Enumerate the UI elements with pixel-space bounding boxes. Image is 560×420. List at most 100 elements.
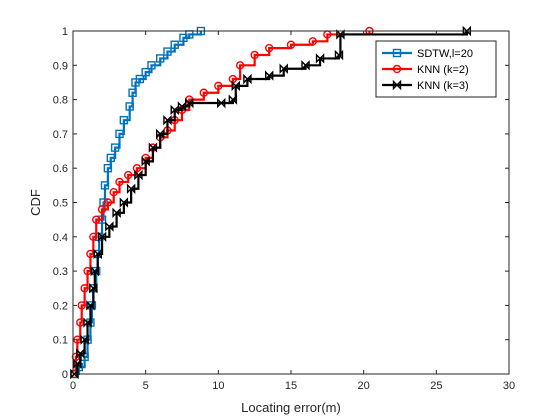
- data-point: [135, 74, 145, 84]
- data-point: [109, 188, 118, 197]
- y-tick-label: 0.5: [53, 198, 68, 210]
- data-point: [185, 97, 194, 109]
- data-point: [334, 49, 344, 61]
- data-point: [462, 25, 472, 37]
- data-point: [86, 300, 95, 311]
- data-point: [103, 163, 113, 173]
- series-3: [70, 25, 472, 380]
- x-tick-label: 30: [503, 380, 515, 392]
- x-axis-label: Locating error(m): [241, 400, 341, 415]
- data-point: [315, 53, 325, 64]
- data-point: [73, 358, 82, 369]
- data-point: [92, 215, 101, 224]
- y-tick-label: 0.7: [53, 129, 68, 141]
- series-layer: [70, 25, 472, 380]
- data-point: [92, 266, 101, 276]
- y-tick-label: 0: [62, 369, 68, 381]
- x-tick-label: 20: [358, 380, 370, 392]
- ticks-layer: 0 5 10 15 20 25 30 0 0.1 0.2 0.3 0.4 0.5 0.6 0.7 0.8 0.9…: [53, 26, 515, 392]
- data-point: [119, 197, 129, 208]
- legend-entries: SDTW,l=20 KNN (k=2) KNN (k=3): [382, 48, 473, 92]
- data-point: [265, 43, 274, 53]
- data-point: [231, 80, 240, 92]
- data-point: [119, 115, 129, 125]
- data-point: [124, 170, 133, 180]
- legend-entry: KNN (k=2): [382, 64, 469, 76]
- legend-label: KNN (k=3): [417, 80, 469, 92]
- data-point: [115, 129, 124, 139]
- x-tick-label: 5: [143, 380, 149, 392]
- data-point: [77, 301, 86, 310]
- data-point: [155, 54, 165, 63]
- data-point: [80, 284, 89, 293]
- data-point: [132, 163, 142, 173]
- data-point: [112, 207, 121, 218]
- data-point: [141, 67, 150, 77]
- data-point: [228, 94, 238, 105]
- data-point: [286, 40, 296, 49]
- data-point: [100, 181, 110, 190]
- data-point: [105, 221, 114, 232]
- y-tick-label: 1: [62, 26, 68, 38]
- data-point: [126, 183, 136, 194]
- data-point: [199, 88, 209, 97]
- data-point: [97, 205, 107, 214]
- y-tick-label: 0.8: [53, 95, 68, 107]
- legend-entry: SDTW,l=20: [382, 48, 473, 60]
- data-point: [110, 143, 120, 152]
- y-tick-label: 0.9: [53, 60, 68, 72]
- y-tick-label: 0.3: [53, 266, 68, 278]
- y-axis-label: CDF: [28, 189, 43, 216]
- data-point: [115, 177, 124, 187]
- series-line: [74, 31, 202, 376]
- data-point: [163, 114, 172, 126]
- data-point: [163, 47, 172, 56]
- y-tick-label: 0.1: [53, 335, 68, 347]
- legend-marker: [392, 79, 402, 91]
- data-point: [217, 97, 226, 109]
- x-tick-label: 10: [212, 380, 224, 392]
- data-point: [250, 50, 259, 60]
- legend-entry: KNN (k=3): [382, 79, 469, 92]
- legend-label: KNN (k=2): [417, 64, 469, 76]
- data-point: [80, 334, 89, 345]
- data-point: [97, 231, 107, 242]
- data-point: [90, 265, 99, 277]
- data-point: [301, 60, 310, 71]
- data-point: [279, 63, 288, 74]
- data-point: [87, 301, 97, 310]
- y-tick-label: 0.6: [53, 163, 68, 175]
- legend: SDTW,l=20 KNN (k=2) KNN (k=3): [375, 40, 497, 98]
- data-point: [106, 153, 115, 163]
- data-point: [125, 102, 134, 111]
- y-tick-label: 0.2: [53, 300, 68, 312]
- x-tick-label: 25: [430, 380, 442, 392]
- series-line: [74, 31, 371, 376]
- data-point: [89, 232, 98, 242]
- legend-marker: [392, 48, 402, 58]
- x-tick-label: 0: [70, 380, 76, 392]
- x-tick-label: 15: [285, 380, 297, 392]
- data-point: [76, 348, 85, 359]
- data-point: [93, 248, 102, 260]
- data-point: [243, 73, 252, 85]
- data-point: [70, 368, 79, 380]
- data-point: [170, 40, 179, 49]
- legend-marker: [392, 64, 402, 74]
- data-point: [134, 169, 143, 181]
- data-point: [214, 81, 223, 91]
- data-point: [128, 88, 137, 97]
- data-point: [148, 142, 158, 153]
- data-point: [265, 70, 274, 81]
- data-point: [156, 128, 165, 140]
- data-point: [308, 37, 317, 46]
- y-tick-label: 0.4: [53, 232, 68, 244]
- data-point: [89, 283, 98, 294]
- legend-label: SDTW,l=20: [417, 48, 473, 60]
- data-point: [103, 198, 113, 207]
- data-point: [147, 61, 156, 70]
- data-point: [141, 156, 150, 167]
- data-point: [235, 61, 245, 70]
- series-line: [74, 31, 468, 376]
